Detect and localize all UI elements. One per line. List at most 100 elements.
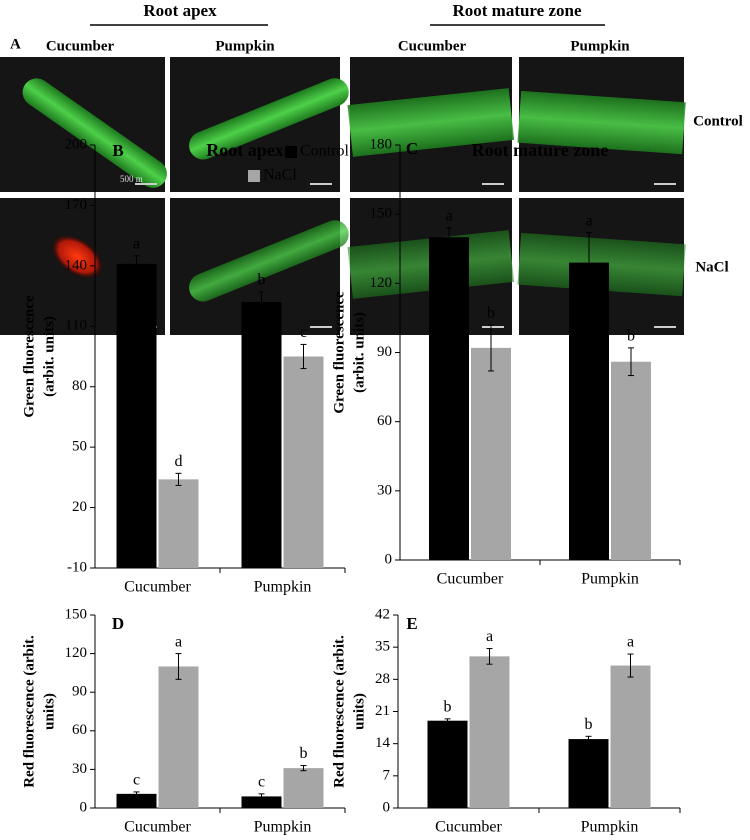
x-tick-label: Cucumber xyxy=(124,579,191,596)
significance-letter: b xyxy=(444,699,452,716)
chart-title: Root apex xyxy=(206,140,284,160)
y-tick-label: 80 xyxy=(72,378,87,394)
y-tick-label: 200 xyxy=(65,136,88,152)
column-label: Cucumber xyxy=(398,38,467,54)
bar xyxy=(610,665,651,808)
y-tick-label: 30 xyxy=(377,482,392,498)
root xyxy=(347,88,515,157)
y-tick-label: 140 xyxy=(65,257,88,273)
x-tick-label: Pumpkin xyxy=(581,819,639,836)
significance-letter: b xyxy=(585,716,593,733)
error-bar xyxy=(133,791,140,797)
root xyxy=(22,78,167,188)
chart-title: Root mature zone xyxy=(472,140,609,160)
error-bar xyxy=(627,653,634,678)
y-tick-label: 0 xyxy=(383,799,391,815)
y-tick-label: 14 xyxy=(375,735,391,751)
legend-label: NaCl xyxy=(263,167,297,184)
panel-label: D xyxy=(112,614,124,633)
bar xyxy=(427,720,468,808)
bar xyxy=(158,666,199,808)
y-tick-label: 90 xyxy=(72,684,87,700)
y-tick-label: 170 xyxy=(65,197,88,213)
bar xyxy=(429,237,469,560)
y-axis-label: Green fluorescence xyxy=(331,291,347,414)
y-tick-label: 180 xyxy=(370,136,393,152)
error-bar xyxy=(133,255,140,273)
x-tick-label: Pumpkin xyxy=(254,819,312,836)
bar xyxy=(283,356,324,568)
error-bar xyxy=(628,347,634,377)
y-tick-label: 60 xyxy=(72,722,87,738)
header: Root apex xyxy=(143,1,217,20)
y-tick-label: 90 xyxy=(377,344,392,360)
bar xyxy=(469,656,510,808)
y-tick-label: 120 xyxy=(370,275,393,291)
row-label: Control xyxy=(693,113,743,129)
error-bar xyxy=(258,793,265,800)
y-tick-label: 60 xyxy=(377,413,392,429)
micrograph xyxy=(347,57,515,192)
y-tick-label: 28 xyxy=(375,671,390,687)
micrograph xyxy=(0,57,167,192)
y-tick-label: 21 xyxy=(375,703,390,719)
y-axis-label: (arbit. units) xyxy=(41,316,57,397)
y-axis-label: (arbit. units) xyxy=(351,312,367,393)
x-tick-label: Pumpkin xyxy=(581,571,639,588)
bar xyxy=(241,796,282,808)
x-tick-label: Cucumber xyxy=(435,819,502,836)
y-tick-label: -10 xyxy=(67,559,87,575)
root xyxy=(189,78,349,160)
error-bar xyxy=(446,227,452,247)
y-tick-label: 20 xyxy=(72,499,87,515)
significance-letter: c xyxy=(258,774,265,791)
y-tick-label: 0 xyxy=(385,551,393,567)
y-axis-label: Green fluorescence xyxy=(21,295,37,418)
micrograph xyxy=(170,57,349,192)
header: Root mature zone xyxy=(452,1,581,20)
legend-swatch xyxy=(248,170,260,182)
y-tick-label: 110 xyxy=(65,318,87,334)
micrograph xyxy=(517,57,686,192)
significance-letter: a xyxy=(585,212,592,229)
significance-letter: c xyxy=(133,772,140,789)
y-tick-label: 120 xyxy=(65,645,88,661)
column-label: Pumpkin xyxy=(215,38,275,54)
significance-letter: a xyxy=(445,208,452,225)
y-tick-label: 50 xyxy=(72,439,87,455)
panel-label: E xyxy=(406,614,417,633)
root xyxy=(517,90,686,155)
error-bar xyxy=(258,291,265,313)
error-bar xyxy=(300,343,307,370)
bar xyxy=(158,479,199,568)
bar xyxy=(116,263,157,568)
significance-letter: a xyxy=(175,633,182,650)
y-axis-label: units) xyxy=(351,693,367,730)
significance-letter: c xyxy=(300,324,307,341)
significance-letter: a xyxy=(627,634,634,651)
y-tick-label: 42 xyxy=(375,606,390,622)
legend-label: Control xyxy=(300,143,349,160)
x-tick-label: Cucumber xyxy=(124,819,191,836)
x-tick-label: Pumpkin xyxy=(254,579,312,596)
significance-letter: d xyxy=(175,453,183,470)
error-bar xyxy=(444,718,451,724)
y-tick-label: 0 xyxy=(80,799,88,815)
scale-bar-label: 500 m xyxy=(120,174,143,184)
significance-letter: b xyxy=(487,305,495,322)
bar xyxy=(116,793,157,808)
significance-letter: b xyxy=(300,745,308,762)
error-bar xyxy=(175,472,182,486)
legend-swatch xyxy=(285,146,297,158)
root-tip xyxy=(50,234,104,280)
y-axis-label: Red fluorescence (arbit. xyxy=(331,635,347,788)
error-bar xyxy=(300,765,307,772)
significance-letter: b xyxy=(258,272,266,289)
error-bar xyxy=(488,324,494,372)
y-tick-label: 7 xyxy=(383,767,391,783)
significance-letter: a xyxy=(486,628,493,645)
significance-letter: a xyxy=(133,235,140,252)
column-label: Pumpkin xyxy=(570,38,630,54)
